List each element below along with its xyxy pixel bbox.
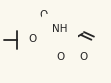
Text: NH: NH xyxy=(52,24,68,34)
Text: O: O xyxy=(79,52,87,62)
Text: O: O xyxy=(56,52,65,62)
Polygon shape xyxy=(63,30,74,41)
Text: O: O xyxy=(28,34,37,44)
Text: O: O xyxy=(40,10,48,20)
